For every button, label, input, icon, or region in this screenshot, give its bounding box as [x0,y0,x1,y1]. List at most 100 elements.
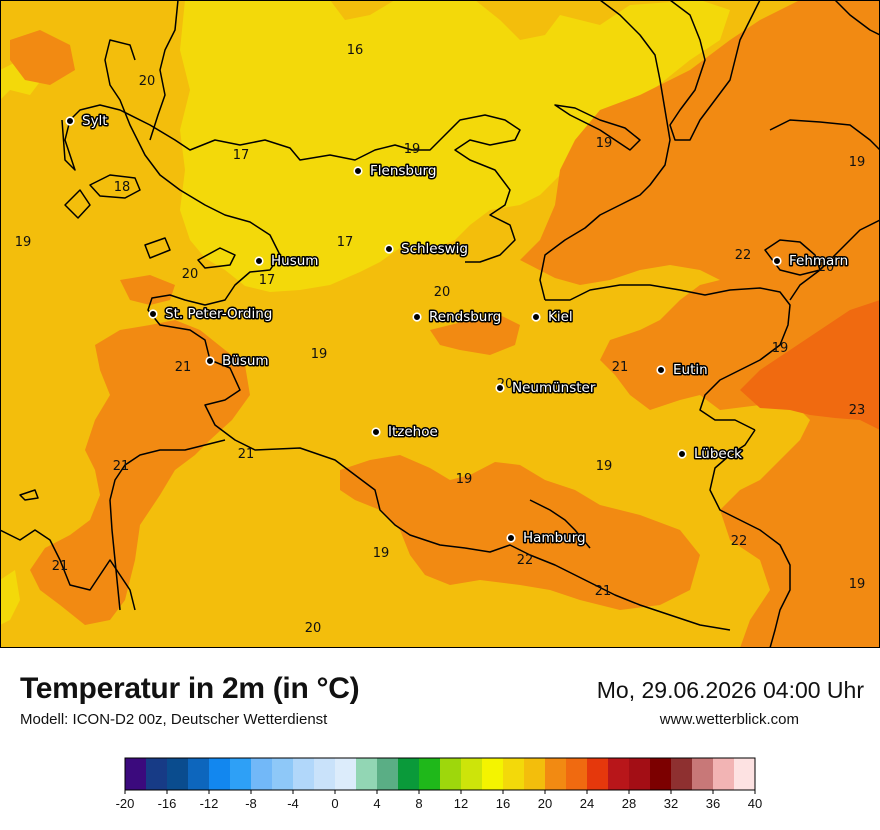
temp-label: 21 [238,447,255,462]
temp-label: 21 [595,584,612,599]
legend-ticks: -20 -16 -12 -8 -4 0 4 8 12 16 20 24 28 32 36 40 [116,790,762,811]
city-itzehoe[interactable]: Itzehoe [371,423,439,442]
temp-label: 19 [15,235,32,250]
legend-swatch [188,758,210,790]
legend-tick-label: 40 [748,796,762,811]
legend-swatch [335,758,357,790]
website-link[interactable]: www.wetterblick.com [659,711,799,728]
legend-swatch [251,758,273,790]
city-st-peter-ording[interactable]: St. Peter-Ording [148,305,274,324]
model-subtitle: Modell: ICON-D2 00z, Deutscher Wetterdie… [20,711,328,728]
temp-zone-20-west [30,320,250,625]
legend-tick-label: 28 [622,796,636,811]
legend-tick-label: -12 [200,796,219,811]
temp-label: 21 [52,559,69,574]
city-label: Kiel [548,309,573,325]
legend-tick-label: 16 [496,796,510,811]
temp-label: 16 [347,43,364,58]
temp-label: 18 [114,180,131,195]
legend-tick-label: 32 [664,796,678,811]
temp-label: 19 [456,472,473,487]
legend-swatch [125,758,147,790]
temp-label: 22 [735,248,752,263]
legend-swatch [377,758,399,790]
temp-zone-16c [0,570,20,625]
temp-zone-20-south [340,455,700,610]
temp-label: 20 [818,260,835,275]
temp-label: 19 [373,546,390,561]
legend-swatch [209,758,231,790]
legend-swatch [503,758,525,790]
temp-label: 19 [596,459,613,474]
legend-swatch [524,758,546,790]
city-hamburg[interactable]: Hamburg [506,529,587,548]
city-label: Büsum [222,353,269,369]
city-label: Schleswig [401,241,468,257]
legend-tick-label: 4 [373,796,380,811]
temp-label: 22 [517,553,534,568]
color-legend: -20 -16 -12 -8 -4 0 4 8 12 16 20 24 28 32 36 40 [116,757,762,811]
city-sylt[interactable]: Sylt [65,112,109,131]
city-luebeck[interactable]: Lübeck [677,445,744,464]
city-buesum[interactable]: Büsum [205,352,270,371]
legend-swatch [356,758,378,790]
temp-label: 21 [113,459,130,474]
map-title: Temperatur in 2m (in °C) [20,672,360,705]
city-neumuenster[interactable]: Neumünster [495,379,597,398]
legend-tick-label: 0 [331,796,338,811]
temp-zone-16 [180,0,730,292]
temperature-map: 16 20 17 19 19 18 19 17 22 20 20 17 20 2… [0,0,880,648]
legend-swatch [272,758,294,790]
city-rendsburg[interactable]: Rendsburg [412,308,503,327]
legend-swatch [230,758,252,790]
legend-swatch [293,758,315,790]
temp-label: 19 [772,341,789,356]
legend-swatches [125,758,756,790]
legend-border [124,757,756,791]
legend-tick-label: -20 [116,796,135,811]
legend-tick-label: -4 [287,796,299,811]
temp-label: 23 [849,403,866,418]
temp-zone-20-coast [120,275,175,305]
city-label: Flensburg [370,163,436,179]
city-markers: Sylt Flensburg Schleswig Husum Fehmarn S… [65,112,850,548]
legend-swatch [650,758,672,790]
city-label: Husum [271,253,318,269]
temp-label: 19 [849,155,866,170]
city-label: Neumünster [512,380,596,396]
city-schleswig[interactable]: Schleswig [384,240,470,259]
legend-swatch [398,758,420,790]
city-fehmarn[interactable]: Fehmarn [772,252,850,271]
city-flensburg[interactable]: Flensburg [353,162,438,181]
temp-label: 21 [612,360,629,375]
legend-swatch [440,758,462,790]
temp-zone-20-east [520,0,880,648]
legend-swatch [566,758,588,790]
temp-label: 20 [434,285,451,300]
temperature-labels: 16 20 17 19 19 18 19 17 22 20 20 17 20 2… [15,43,866,636]
temp-zone-20-center [430,315,520,355]
city-label: Itzehoe [388,424,438,440]
temp-label: 19 [849,577,866,592]
legend-swatch [314,758,336,790]
legend-tick-label: 12 [454,796,468,811]
city-label: Fehmarn [789,253,848,269]
temp-label: 17 [233,148,250,163]
legend-swatch [419,758,441,790]
legend-swatch [545,758,567,790]
city-label: St. Peter-Ording [165,306,272,322]
legend-tick-label: 8 [415,796,422,811]
legend-swatch [461,758,483,790]
city-kiel[interactable]: Kiel [531,308,574,327]
temp-label: 21 [175,360,192,375]
temp-label: 22 [731,534,748,549]
city-label: Rendsburg [429,309,501,325]
city-eutin[interactable]: Eutin [656,361,709,380]
legend-swatch [587,758,609,790]
legend-tick-label: 20 [538,796,552,811]
legend-swatch [629,758,651,790]
legend-swatch [482,758,504,790]
city-husum[interactable]: Husum [254,252,320,271]
city-label: Hamburg [523,530,586,546]
temp-zone-20-sylt [10,30,75,85]
